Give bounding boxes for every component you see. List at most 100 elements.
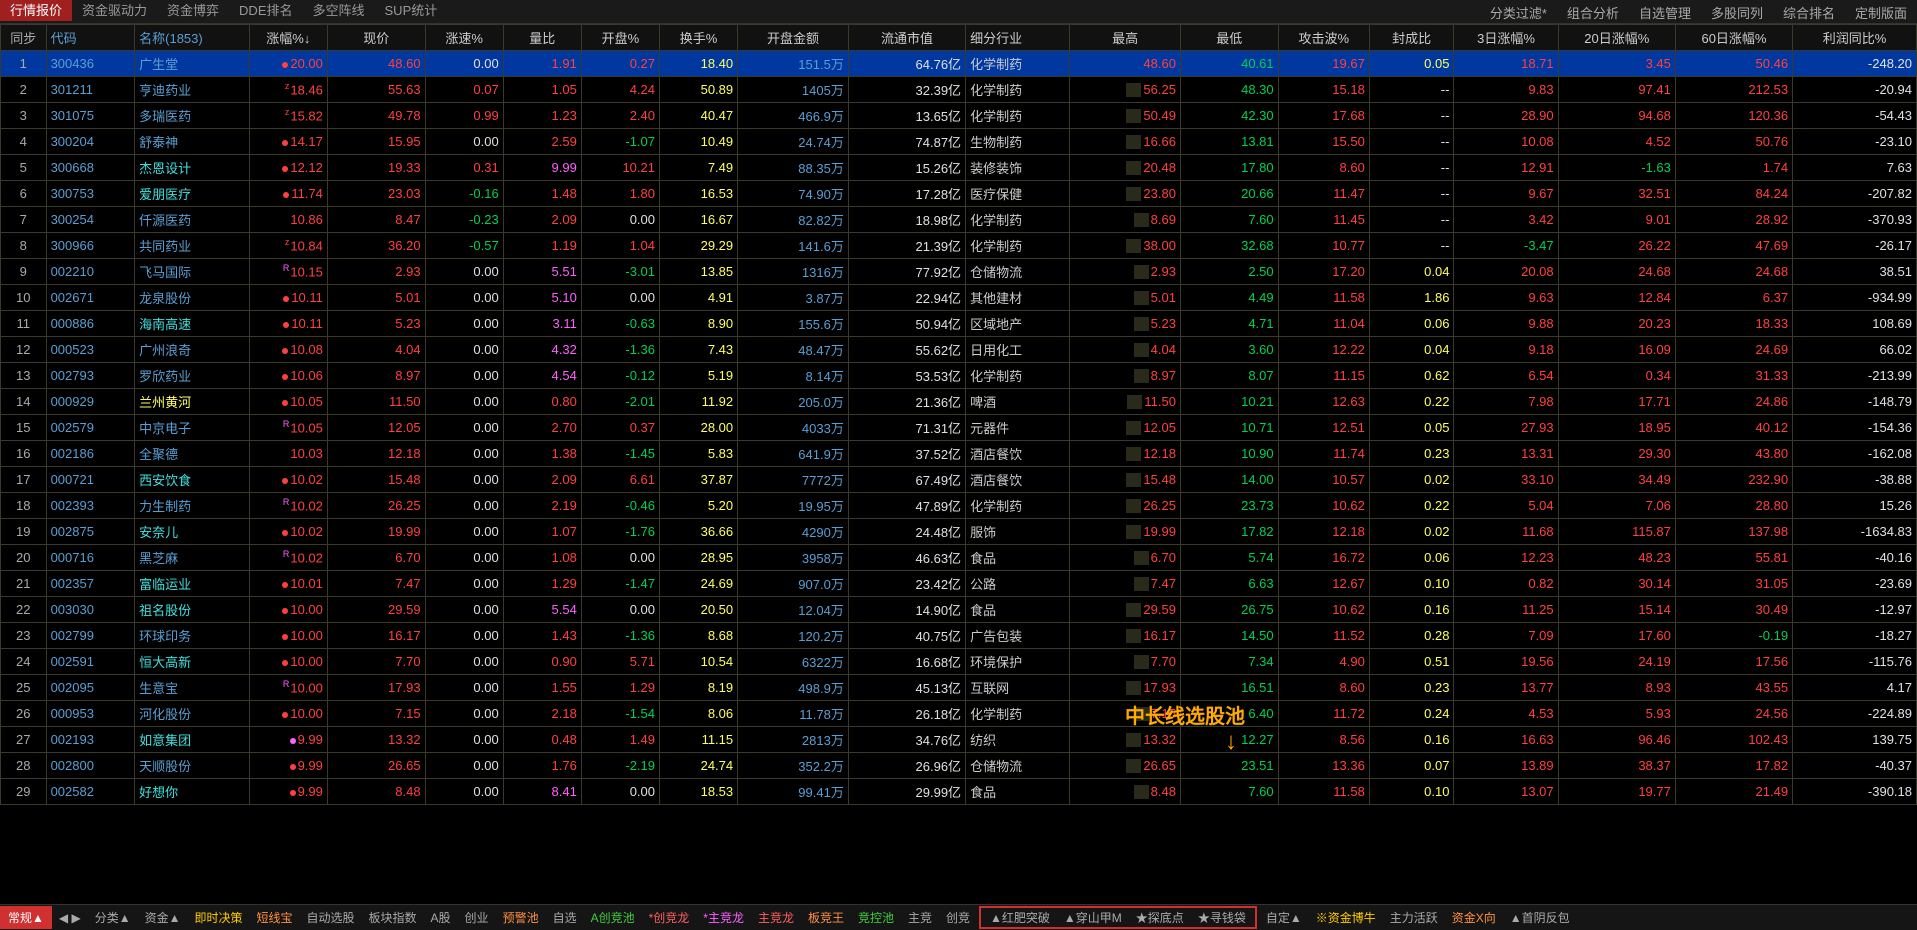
stock-name[interactable]: 龙泉股份 [135,285,250,311]
table-row[interactable]: 5300668杰恩设计12.1219.330.319.9910.217.4988… [1,155,1917,181]
stock-name[interactable]: 舒泰神 [135,129,250,155]
bottom-item[interactable]: 创竞 [939,909,977,926]
col-header[interactable]: 现价 [327,25,425,51]
stock-name[interactable]: 罗欣药业 [135,363,250,389]
stock-code[interactable]: 002186 [46,441,135,467]
table-row[interactable]: 9002210飞马国际R10.152.930.005.51-3.0113.851… [1,259,1917,285]
stock-code[interactable]: 300254 [46,207,135,233]
stock-code[interactable]: 300753 [46,181,135,207]
top-tab[interactable]: 资金博弈 [157,0,229,21]
bottom-item[interactable]: *主竞龙 [696,909,751,926]
stock-code[interactable]: 300668 [46,155,135,181]
stock-name[interactable]: 中京电子 [135,415,250,441]
stock-name[interactable]: 西安饮食 [135,467,250,493]
table-row[interactable]: 14000929兰州黄河10.0511.500.000.80-2.0111.92… [1,389,1917,415]
table-row[interactable]: 17000721西安饮食10.0215.480.002.096.6137.877… [1,467,1917,493]
bottom-item[interactable]: 分类▲ [88,909,138,926]
table-row[interactable]: 19002875安奈儿10.0219.990.001.07-1.7636.664… [1,519,1917,545]
bottom-item[interactable]: 自定▲ [1259,909,1309,926]
col-header[interactable]: 利润同比% [1793,25,1917,51]
stock-name[interactable]: 飞马国际 [135,259,250,285]
col-header[interactable]: 封成比 [1369,25,1454,51]
stock-code[interactable]: 000929 [46,389,135,415]
stock-code[interactable]: 002095 [46,675,135,701]
stock-name[interactable]: 天顺股份 [135,753,250,779]
stock-name[interactable]: 广生堂 [135,51,250,77]
table-row[interactable]: 21002357富临运业10.017.470.001.29-1.4724.699… [1,571,1917,597]
table-row[interactable]: 27002193如意集团9.9913.320.000.481.4911.1528… [1,727,1917,753]
stock-code[interactable]: 002582 [46,779,135,805]
stock-code[interactable]: 002800 [46,753,135,779]
table-row[interactable]: 3301075多瑞医药z15.8249.780.991.232.4040.474… [1,103,1917,129]
bottom-item[interactable]: 自动选股 [300,909,362,926]
col-header[interactable]: 最低 [1180,25,1278,51]
col-header[interactable]: 换手% [660,25,738,51]
bottom-item[interactable]: A创竞池 [584,909,642,926]
top-tab[interactable]: 组合分析 [1557,0,1629,23]
table-row[interactable]: 29002582好想你9.998.480.008.410.0018.5399.4… [1,779,1917,805]
col-header[interactable]: 流通市值 [848,25,965,51]
top-tab[interactable]: 多空阵线 [303,0,375,21]
col-header[interactable]: 涨幅%↓ [249,25,327,51]
stock-code[interactable]: 002210 [46,259,135,285]
stock-name[interactable]: 富临运业 [135,571,250,597]
stock-code[interactable]: 003030 [46,597,135,623]
stock-code[interactable]: 300204 [46,129,135,155]
top-tab[interactable]: 资金驱动力 [72,0,157,21]
table-row[interactable]: 16002186全聚德10.0312.180.001.38-1.455.8364… [1,441,1917,467]
table-row[interactable]: 22003030祖名股份10.0029.590.005.540.0020.501… [1,597,1917,623]
bottom-item[interactable]: *创竞龙 [642,909,697,926]
stock-name[interactable]: 安奈儿 [135,519,250,545]
bottom-item[interactable]: 创业 [458,909,496,926]
stock-code[interactable]: 301075 [46,103,135,129]
table-row[interactable]: 11000886海南高速10.115.230.003.11-0.638.9015… [1,311,1917,337]
stock-name[interactable]: 仟源医药 [135,207,250,233]
col-header[interactable]: 60日涨幅% [1675,25,1792,51]
stock-name[interactable]: 生意宝 [135,675,250,701]
stock-code[interactable]: 002875 [46,519,135,545]
table-row[interactable]: 23002799环球印务10.0016.170.001.43-1.368.681… [1,623,1917,649]
bottom-box-item[interactable]: ▲穿山甲M [1057,909,1129,926]
bottom-box-item[interactable]: ★探底点 [1129,909,1191,926]
bottom-item[interactable]: 常规▲ [0,906,52,929]
bottom-item[interactable]: 资金X向 [1445,909,1503,926]
col-header[interactable]: 攻击波% [1278,25,1369,51]
stock-code[interactable]: 300436 [46,51,135,77]
table-row[interactable]: 4300204舒泰神14.1715.950.002.59-1.0710.4924… [1,129,1917,155]
bottom-item[interactable]: ◀ ▶ [52,911,88,925]
table-row[interactable]: 8300966共同药业z10.8436.20-0.571.191.0429.29… [1,233,1917,259]
stock-name[interactable]: 爱朋医疗 [135,181,250,207]
stock-code[interactable]: 002193 [46,727,135,753]
stock-code[interactable]: 301211 [46,77,135,103]
top-tab[interactable]: 分类过滤* [1480,0,1557,23]
table-row[interactable]: 10002671龙泉股份10.115.010.005.100.004.913.8… [1,285,1917,311]
table-row[interactable]: 18002393力生制药R10.0226.250.002.19-0.465.20… [1,493,1917,519]
col-header[interactable]: 涨速% [425,25,503,51]
stock-code[interactable]: 000523 [46,337,135,363]
stock-name[interactable]: 广州浪奇 [135,337,250,363]
bottom-item[interactable]: ※资金博牛 [1309,909,1383,926]
stock-code[interactable]: 002591 [46,649,135,675]
bottom-item[interactable]: ▲首阴反包 [1503,909,1577,926]
col-header[interactable]: 20日涨幅% [1558,25,1675,51]
table-row[interactable]: 20000716黑芝麻R10.026.700.001.080.0028.9539… [1,545,1917,571]
bottom-item[interactable]: 板块指数 [362,909,424,926]
stock-code[interactable]: 300966 [46,233,135,259]
table-row[interactable]: 2301211亨迪药业z18.4655.630.071.054.2450.891… [1,77,1917,103]
stock-name[interactable]: 亨迪药业 [135,77,250,103]
stock-code[interactable]: 002671 [46,285,135,311]
bottom-item[interactable]: 预警池 [496,909,546,926]
stock-code[interactable]: 002393 [46,493,135,519]
table-row[interactable]: 1300436广生堂20.0048.600.001.910.2718.40151… [1,51,1917,77]
top-tab[interactable]: 多股同列 [1701,0,1773,23]
stock-name[interactable]: 环球印务 [135,623,250,649]
col-header[interactable]: 量比 [503,25,581,51]
bottom-item[interactable]: 主竞龙 [751,909,801,926]
bottom-box-item[interactable]: ▲红肥突破 [983,909,1057,926]
top-tab[interactable]: 自选管理 [1629,0,1701,23]
stock-name[interactable]: 多瑞医药 [135,103,250,129]
col-header[interactable]: 同步 [1,25,47,51]
col-header[interactable]: 最高 [1070,25,1181,51]
col-header[interactable]: 代码 [46,25,135,51]
stock-name[interactable]: 黑芝麻 [135,545,250,571]
